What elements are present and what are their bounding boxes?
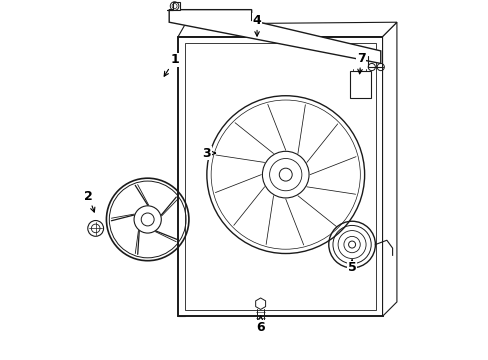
Circle shape bbox=[348, 241, 355, 248]
Polygon shape bbox=[178, 22, 396, 37]
Polygon shape bbox=[255, 298, 265, 310]
Polygon shape bbox=[178, 37, 382, 316]
Text: 6: 6 bbox=[256, 316, 264, 333]
Text: 5: 5 bbox=[347, 260, 356, 274]
Polygon shape bbox=[382, 22, 396, 316]
Text: 2: 2 bbox=[84, 190, 95, 212]
Polygon shape bbox=[178, 37, 185, 316]
Polygon shape bbox=[169, 10, 380, 63]
Bar bbox=[349, 71, 370, 98]
Polygon shape bbox=[167, 3, 180, 10]
Text: 3: 3 bbox=[202, 147, 215, 159]
Text: 7: 7 bbox=[356, 51, 365, 74]
Text: 4: 4 bbox=[252, 14, 261, 36]
Text: 1: 1 bbox=[164, 53, 179, 76]
